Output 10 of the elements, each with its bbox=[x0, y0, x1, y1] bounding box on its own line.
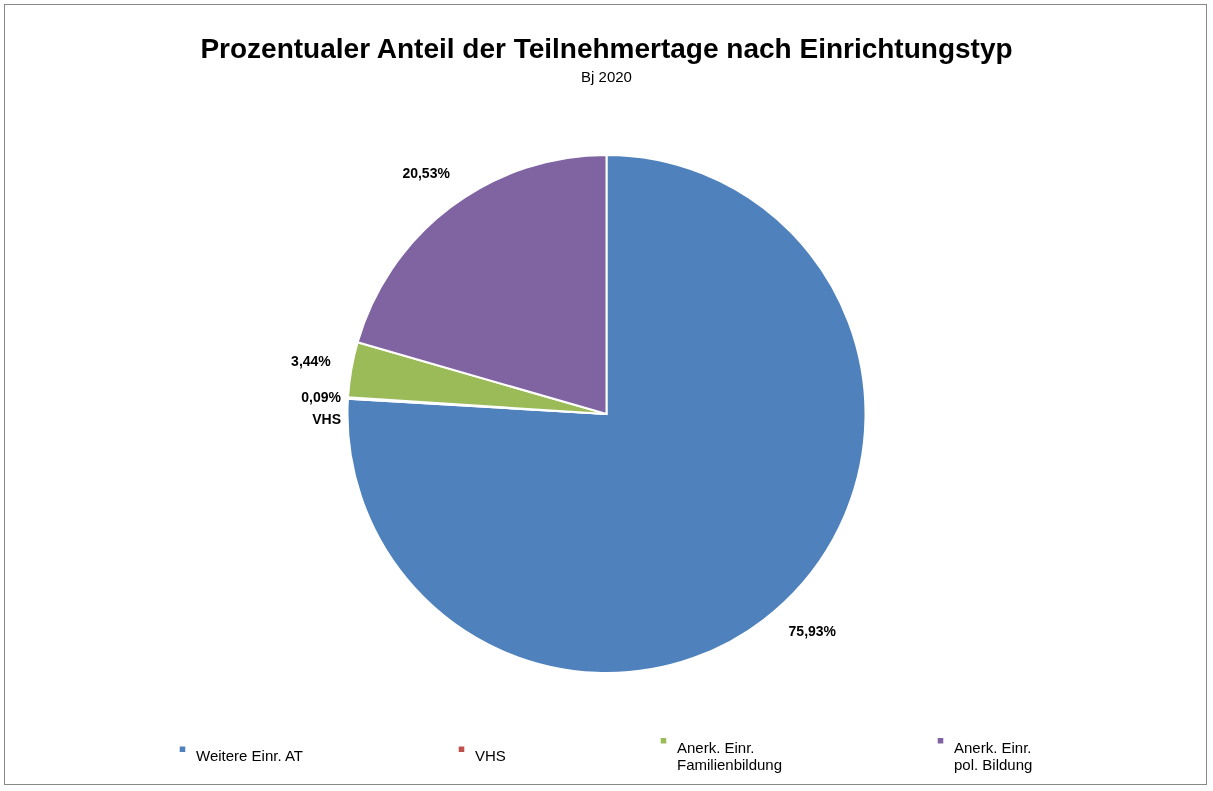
legend-label: VHS bbox=[475, 747, 506, 765]
legend-label: Anerk. Einr. pol. Bildung bbox=[954, 738, 1033, 773]
chart-subtitle: Bj 2020 bbox=[581, 68, 632, 85]
data-label: 3,44% bbox=[291, 353, 332, 370]
data-label: 75,93% bbox=[788, 623, 837, 640]
chart-title: Prozentualer Anteil der Teilnehmertage nach Einrichtungstyp bbox=[200, 33, 1013, 64]
legend-label: Weitere Einr. AT bbox=[196, 747, 303, 765]
data-label: 20,53% bbox=[402, 165, 451, 182]
data-label: 0,09% VHS bbox=[301, 388, 342, 427]
legend-label: Anerk. Einr. Familienbildung bbox=[677, 738, 783, 773]
